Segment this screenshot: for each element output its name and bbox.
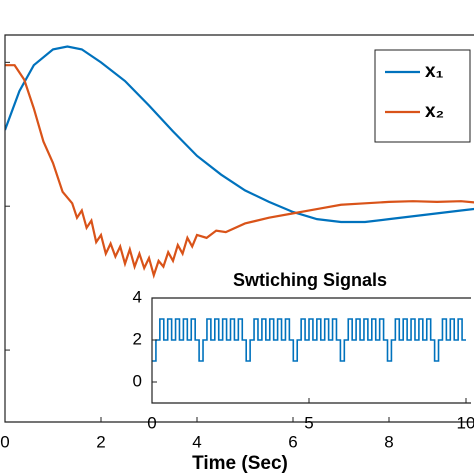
x-tick-label: 4 — [192, 432, 201, 451]
plot-area — [5, 45, 474, 280]
y-tick-label: 4 — [133, 287, 142, 306]
plot-area — [152, 318, 466, 362]
y-tick-label: 0 — [133, 371, 142, 390]
inset-background — [152, 298, 471, 403]
inset-title: Swtiching Signals — [233, 270, 387, 290]
x-tick-label: 0 — [0, 432, 9, 451]
step-line — [152, 318, 466, 362]
axes-frame — [151, 297, 471, 404]
axes-frame — [4, 34, 474, 423]
x-tick-label: 10 — [457, 413, 474, 432]
legend-box — [374, 49, 471, 143]
legend-label: x₁ — [425, 61, 444, 82]
line — [5, 64, 474, 280]
legend-label: x₂ — [425, 101, 444, 122]
x-tick-label: 0 — [147, 413, 156, 432]
y-tick-label: 2 — [133, 329, 142, 348]
x-tick-label: 2 — [96, 432, 105, 451]
x-tick-label: 5 — [304, 413, 313, 432]
x-tick-label: 6 — [288, 432, 297, 451]
x-tick-label: 8 — [384, 432, 393, 451]
x-axis-label: Time (Sec) — [192, 453, 288, 474]
line — [5, 45, 474, 224]
